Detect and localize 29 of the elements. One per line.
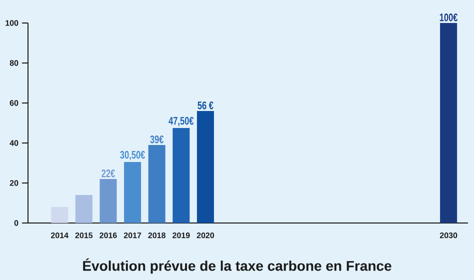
bar [440, 22, 458, 223]
data-label: 39€ [150, 135, 164, 144]
bar [75, 194, 92, 223]
data-label: 56 € [198, 102, 214, 110]
x-tick-label: 2015 [75, 232, 93, 238]
bar [124, 162, 142, 223]
bar [148, 144, 166, 223]
x-tick-label: 2014 [50, 232, 68, 238]
data-label: 30,50€ [120, 150, 145, 160]
data-label: 47,50€ [168, 116, 194, 126]
x-tick-label: 2030 [440, 232, 458, 238]
text: Évolution prévue de la taxe carbone en France [83, 258, 392, 274]
y-tick-label: 80 [10, 60, 18, 66]
x-tick-label: 2020 [196, 232, 214, 238]
bar [172, 128, 190, 223]
bar [100, 178, 117, 223]
y-tick-label: 60 [10, 100, 18, 106]
bar [196, 110, 214, 223]
y-tick-label: 0 [14, 220, 18, 226]
data-label: 22€ [102, 170, 115, 178]
x-tick-label: 2017 [124, 232, 142, 238]
y-tick-label: 100 [6, 20, 18, 26]
x-tick-label: 2018 [148, 232, 166, 238]
data-label: 100€ [440, 14, 458, 22]
x-tick-label: 2019 [172, 232, 190, 238]
bar [51, 206, 68, 223]
y-tick-label: 40 [10, 140, 18, 146]
y-tick-label: 20 [10, 180, 18, 186]
x-tick-label: 2016 [100, 232, 117, 238]
